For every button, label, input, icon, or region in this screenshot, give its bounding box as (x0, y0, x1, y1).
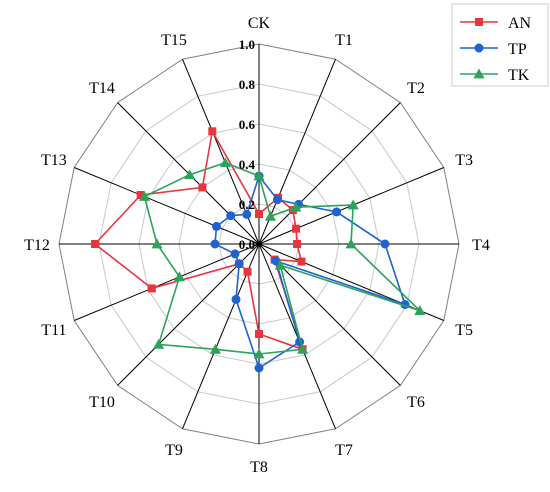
data-point (212, 221, 221, 231)
category-labels: CK T1 T2 T3 T4 T5 T6 T7 T8 T9 T10 T11 T12 T13 T14 T15 (24, 15, 490, 476)
data-point (414, 305, 426, 315)
data-point (380, 239, 390, 249)
data-point (347, 199, 359, 210)
category-label: T6 (407, 394, 425, 411)
data-point (253, 348, 265, 359)
data-point (243, 267, 252, 276)
data-point (174, 271, 185, 282)
legend-label: TP (508, 41, 527, 58)
data-point (274, 259, 286, 270)
category-label: T1 (335, 32, 353, 49)
data-point (219, 157, 231, 168)
series-an (91, 127, 307, 354)
series-tk (138, 157, 426, 359)
legend-item-an: AN (460, 15, 532, 32)
data-point (292, 224, 300, 233)
radar-grid (58, 43, 460, 445)
tick-label: 0.6 (239, 117, 256, 132)
category-label: T9 (165, 442, 183, 459)
legend-marker (473, 68, 485, 79)
tick-label: 0.0 (239, 237, 255, 252)
category-label: T11 (41, 322, 66, 339)
radar-series (91, 127, 426, 373)
data-point (297, 257, 306, 266)
legend-label: AN (508, 15, 532, 32)
tick-label: 0.2 (239, 197, 255, 212)
data-point (147, 284, 156, 293)
data-point (253, 170, 265, 181)
category-label: T8 (250, 459, 268, 476)
legend-label: TK (508, 67, 530, 84)
data-point (231, 294, 241, 304)
data-point (290, 201, 302, 212)
data-point (345, 238, 357, 249)
category-label: T7 (335, 442, 353, 459)
data-point (255, 330, 263, 338)
legend-frame (451, 3, 549, 87)
category-label: T5 (455, 322, 473, 339)
data-point (91, 240, 99, 248)
series-line (143, 161, 421, 355)
data-point (272, 195, 282, 205)
data-point (226, 211, 236, 221)
data-point (297, 343, 309, 354)
radial-tick-labels: 0.0 0.2 0.4 0.6 0.8 1.0 (239, 37, 256, 252)
spoke-line (74, 167, 260, 245)
data-point (210, 239, 220, 249)
data-point (208, 127, 217, 136)
category-label: T2 (407, 80, 425, 97)
category-label: CK (248, 15, 271, 32)
data-point (209, 343, 221, 354)
tick-label: 0.4 (239, 157, 256, 172)
spoke-line (258, 102, 401, 245)
data-point (198, 183, 207, 192)
data-point (151, 238, 163, 249)
category-label: T4 (472, 237, 490, 254)
tick-label: 0.8 (239, 77, 256, 92)
legend-marker (475, 18, 483, 26)
legend-marker (474, 43, 484, 53)
data-point (184, 169, 196, 180)
category-label: T10 (89, 394, 115, 411)
data-point (332, 207, 342, 217)
legend-item-tk: TK (460, 67, 530, 84)
data-point (138, 191, 150, 201)
data-point (230, 249, 240, 259)
data-point (265, 210, 276, 221)
series-line (93, 128, 304, 351)
category-label: T15 (161, 32, 187, 49)
spoke-line (74, 243, 260, 321)
data-point (153, 338, 165, 349)
data-point (293, 240, 301, 248)
tick-label: 1.0 (239, 37, 255, 52)
data-point (136, 191, 145, 199)
legend-item-tp: TP (460, 41, 527, 58)
category-label: T14 (89, 80, 115, 97)
data-point (234, 259, 244, 269)
data-point (254, 363, 264, 373)
category-label: T3 (455, 152, 473, 169)
data-point (255, 210, 263, 218)
category-label: T13 (41, 152, 67, 169)
category-label: T12 (24, 237, 50, 254)
data-point (242, 209, 252, 219)
legend: AN TP TK (451, 3, 549, 87)
